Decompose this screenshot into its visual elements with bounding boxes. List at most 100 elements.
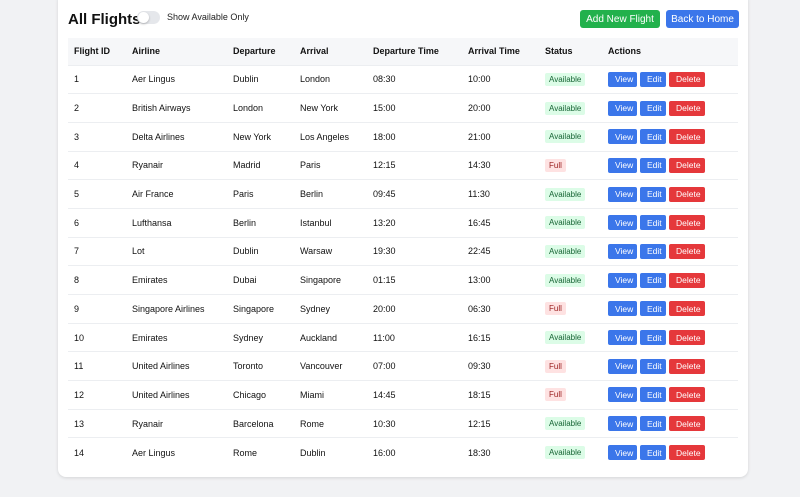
- view-button[interactable]: View: [608, 100, 637, 116]
- table-cell: Paris: [294, 150, 367, 180]
- add-new-flight-button[interactable]: Add New Flight: [580, 10, 660, 28]
- actions-cell: View Edit Delete: [602, 179, 738, 209]
- status-badge: Available: [545, 446, 586, 460]
- actions-cell: View Edit Delete: [602, 150, 738, 180]
- view-button[interactable]: View: [608, 186, 637, 202]
- delete-button[interactable]: Delete: [669, 330, 705, 346]
- delete-button[interactable]: Delete: [669, 272, 705, 288]
- column-header: Airline: [126, 38, 227, 65]
- table-cell: New York: [227, 121, 294, 152]
- edit-button[interactable]: Edit: [640, 358, 666, 374]
- view-button[interactable]: View: [608, 157, 637, 173]
- status-cell: Full: [539, 150, 602, 180]
- table-cell: 07:00: [367, 351, 462, 381]
- status-badge: Available: [545, 331, 586, 345]
- status-cell: Full: [539, 294, 602, 324]
- delete-button[interactable]: Delete: [669, 215, 705, 231]
- table-cell: 19:30: [367, 236, 462, 266]
- table-cell: 1: [68, 64, 126, 94]
- delete-button[interactable]: Delete: [669, 243, 705, 259]
- edit-button[interactable]: Edit: [640, 445, 666, 461]
- edit-button[interactable]: Edit: [640, 301, 666, 317]
- edit-button[interactable]: Edit: [640, 186, 666, 202]
- edit-button[interactable]: Edit: [640, 330, 666, 346]
- delete-button[interactable]: Delete: [669, 387, 705, 403]
- table-cell: 16:15: [462, 322, 539, 352]
- table-cell: 09:30: [462, 351, 539, 381]
- table-cell: Emirates: [126, 322, 227, 352]
- table-cell: 11:30: [462, 179, 539, 209]
- delete-button[interactable]: Delete: [669, 301, 705, 317]
- edit-button[interactable]: Edit: [640, 416, 666, 432]
- table-cell: 11:00: [367, 322, 462, 352]
- view-button[interactable]: View: [608, 358, 637, 374]
- status-cell: Available: [539, 64, 602, 94]
- view-button[interactable]: View: [608, 71, 637, 87]
- delete-button[interactable]: Delete: [669, 71, 705, 87]
- table-cell: Berlin: [227, 207, 294, 238]
- actions-cell: View Edit Delete: [602, 294, 738, 324]
- delete-button[interactable]: Delete: [669, 129, 705, 145]
- view-button[interactable]: View: [608, 387, 637, 403]
- edit-button[interactable]: Edit: [640, 387, 666, 403]
- edit-button[interactable]: Edit: [640, 129, 666, 145]
- edit-button[interactable]: Edit: [640, 272, 666, 288]
- delete-button[interactable]: Delete: [669, 100, 705, 116]
- table-cell: 15:00: [367, 93, 462, 123]
- table-cell: 9: [68, 294, 126, 324]
- view-button[interactable]: View: [608, 416, 637, 432]
- status-badge: Available: [545, 216, 586, 230]
- status-cell: Available: [539, 265, 602, 295]
- edit-button[interactable]: Edit: [640, 215, 666, 231]
- status-cell: Available: [539, 437, 602, 467]
- table-cell: Aer Lingus: [126, 64, 227, 94]
- table-row: 13 Ryanair Barcelona Rome 10:30 12:15 Availabl…: [68, 408, 738, 438]
- table-cell: Lot: [126, 236, 227, 266]
- view-button[interactable]: View: [608, 129, 637, 145]
- table-cell: Barcelona: [227, 408, 294, 438]
- back-to-home-button[interactable]: Back to Home: [666, 10, 739, 28]
- table-cell: Delta Airlines: [126, 121, 227, 152]
- table-cell: 10:00: [462, 64, 539, 94]
- view-button[interactable]: View: [608, 243, 637, 259]
- edit-button[interactable]: Edit: [640, 157, 666, 173]
- table-cell: Ryanair: [126, 408, 227, 438]
- view-button[interactable]: View: [608, 445, 637, 461]
- table-cell: Istanbul: [294, 207, 367, 238]
- table-row: 6 Lufthansa Berlin Istanbul 13:20 16:45 Availa…: [68, 207, 738, 238]
- delete-button[interactable]: Delete: [669, 416, 705, 432]
- actions-cell: View Edit Delete: [602, 322, 738, 352]
- table-cell: 12: [68, 380, 126, 410]
- status-badge: Available: [545, 273, 586, 287]
- view-button[interactable]: View: [608, 301, 637, 317]
- table-cell: 5: [68, 179, 126, 209]
- table-cell: Paris: [227, 179, 294, 209]
- delete-button[interactable]: Delete: [669, 186, 705, 202]
- status-cell: Available: [539, 207, 602, 238]
- edit-button[interactable]: Edit: [640, 243, 666, 259]
- table-cell: 01:15: [367, 265, 462, 295]
- table-cell: Miami: [294, 380, 367, 410]
- column-header: Arrival: [294, 38, 367, 65]
- show-available-toggle[interactable]: [137, 11, 160, 24]
- page-title: All Flights: [68, 11, 141, 28]
- table-row: 5 Air France Paris Berlin 09:45 11:30 Availabl…: [68, 179, 738, 209]
- delete-button[interactable]: Delete: [669, 358, 705, 374]
- delete-button[interactable]: Delete: [669, 445, 705, 461]
- view-button[interactable]: View: [608, 330, 637, 346]
- edit-button[interactable]: Edit: [640, 71, 666, 87]
- status-cell: Available: [539, 121, 602, 152]
- table-row: 2 British Airways London New York 15:00 20:00…: [68, 93, 738, 123]
- actions-cell: View Edit Delete: [602, 408, 738, 438]
- table-cell: Rome: [227, 437, 294, 467]
- status-badge: Available: [545, 417, 586, 431]
- edit-button[interactable]: Edit: [640, 100, 666, 116]
- status-badge: Available: [545, 244, 586, 258]
- table-cell: 10:30: [367, 408, 462, 438]
- actions-cell: View Edit Delete: [602, 380, 738, 410]
- view-button[interactable]: View: [608, 215, 637, 231]
- view-button[interactable]: View: [608, 272, 637, 288]
- delete-button[interactable]: Delete: [669, 157, 705, 173]
- table-cell: 20:00: [367, 294, 462, 324]
- status-badge: Available: [545, 72, 586, 86]
